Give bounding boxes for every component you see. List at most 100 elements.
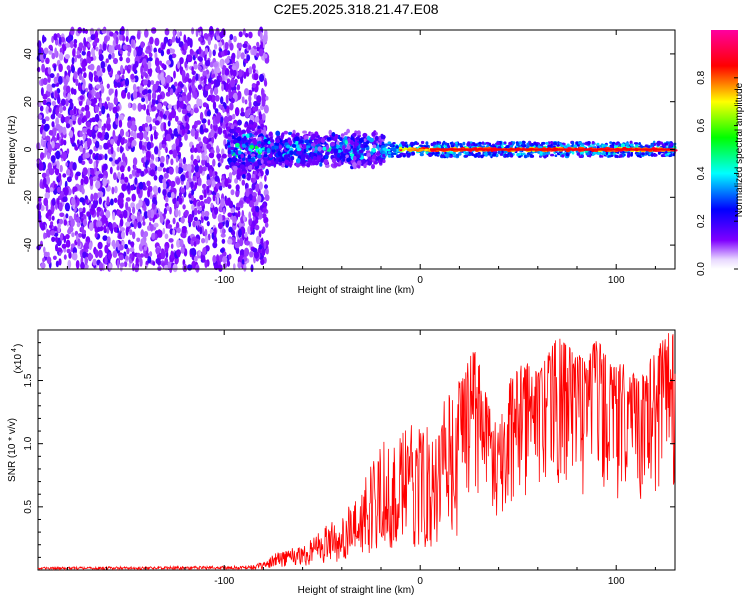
heatmap-cell bbox=[218, 222, 223, 230]
heatmap-cell bbox=[94, 232, 98, 238]
heatmap-cell bbox=[619, 154, 623, 158]
heatmap-cell bbox=[247, 164, 253, 171]
heatmap-cell bbox=[258, 230, 262, 238]
heatmap-cell bbox=[162, 182, 167, 190]
heatmap-cell bbox=[244, 231, 248, 238]
heatmap-cell bbox=[66, 176, 72, 183]
heatmap-cell bbox=[474, 143, 479, 147]
heatmap-cell bbox=[82, 127, 88, 133]
snr-ytick-label: 1.0 bbox=[23, 436, 34, 450]
heatmap-cell bbox=[331, 132, 336, 137]
heatmap-cell bbox=[324, 154, 329, 160]
heatmap-cell bbox=[97, 241, 103, 250]
heatmap-cell bbox=[235, 190, 240, 198]
heatmap-cell bbox=[171, 53, 177, 59]
heatmap-cell bbox=[150, 80, 155, 85]
heatmap-cell bbox=[246, 54, 251, 62]
heatmap-cell bbox=[238, 31, 243, 38]
heatmap-cell bbox=[264, 184, 268, 189]
heatmap-cell bbox=[211, 180, 216, 188]
heatmap-cell bbox=[122, 232, 125, 239]
heatmap-cell bbox=[90, 168, 95, 176]
heatmap-cell bbox=[198, 46, 202, 55]
heatmap-cell bbox=[193, 216, 198, 222]
heatmap-cell bbox=[222, 256, 228, 263]
heatmap-cell bbox=[87, 100, 92, 105]
heatmap-cell bbox=[178, 191, 182, 198]
heatmap-cell bbox=[553, 141, 558, 146]
heatmap-cell bbox=[73, 71, 78, 80]
heatmap-cell bbox=[243, 264, 247, 272]
heatmap-cell bbox=[53, 64, 57, 72]
heatmap-cell bbox=[201, 152, 205, 161]
heatmap-cell bbox=[138, 131, 144, 141]
heatmap-cell bbox=[320, 137, 326, 144]
heatmap-cell bbox=[219, 185, 223, 191]
heatmap-cell bbox=[188, 193, 193, 199]
heatmap-cell bbox=[56, 132, 60, 141]
heatmap-cell bbox=[131, 169, 136, 177]
heatmap-cell bbox=[100, 61, 106, 69]
heatmap-cell bbox=[541, 141, 546, 145]
heatmap-cell bbox=[88, 149, 93, 155]
heatmap-cell bbox=[41, 118, 46, 125]
heatmap-cell bbox=[36, 203, 42, 211]
heatmap-cell bbox=[235, 142, 240, 148]
heatmap-cell bbox=[134, 177, 138, 185]
heatmap-cell bbox=[105, 220, 109, 227]
heatmap-cell bbox=[267, 144, 271, 149]
heatmap-cell bbox=[180, 174, 186, 182]
heatmap-cell bbox=[204, 235, 209, 244]
heatmap-cell bbox=[449, 142, 453, 145]
heatmap-cell bbox=[202, 102, 208, 108]
heatmap-cell bbox=[260, 159, 264, 164]
heatmap-cell bbox=[126, 247, 130, 255]
heatmap-cell bbox=[94, 249, 99, 259]
heatmap-cell bbox=[68, 251, 72, 259]
heatmap-cell bbox=[187, 92, 192, 101]
heatmap-cell bbox=[592, 153, 595, 156]
heatmap-cell bbox=[192, 75, 196, 83]
heatmap-cell bbox=[255, 235, 261, 245]
heatmap-cell bbox=[291, 144, 297, 148]
heatmap-cell bbox=[179, 57, 184, 65]
heatmap-cell bbox=[121, 35, 126, 42]
heatmap-cell bbox=[83, 72, 87, 79]
heatmap-cell bbox=[104, 244, 109, 254]
heatmap-cell bbox=[278, 162, 283, 166]
heatmap-cell bbox=[407, 148, 411, 152]
heatmap-cell bbox=[88, 83, 93, 91]
heatmap-cell bbox=[87, 93, 92, 99]
heatmap-cell bbox=[241, 174, 246, 179]
heatmap-cell bbox=[339, 144, 343, 148]
heatmap-cell bbox=[256, 41, 260, 47]
heatmap-cell bbox=[115, 44, 120, 50]
heatmap-cell bbox=[199, 111, 204, 121]
heatmap-cell bbox=[48, 50, 53, 55]
heatmap-cell bbox=[467, 153, 472, 157]
heatmap-cell bbox=[88, 57, 92, 64]
colorbar-tick-label: 0.8 bbox=[696, 70, 707, 84]
heatmap-cell bbox=[234, 107, 240, 117]
heatmap-cell bbox=[194, 182, 198, 190]
heatmap-cell bbox=[190, 128, 196, 137]
heatmap-cell bbox=[497, 150, 501, 154]
heatmap-cell bbox=[142, 79, 148, 86]
heatmap-cell bbox=[57, 113, 62, 118]
heatmap-cell bbox=[625, 143, 630, 147]
heatmap-cell bbox=[85, 87, 89, 93]
heatmap-cell bbox=[213, 227, 217, 237]
heatmap-cell bbox=[81, 107, 85, 112]
heatmap-cell bbox=[258, 181, 263, 190]
heatmap-cell bbox=[103, 142, 109, 150]
heatmap-cell bbox=[66, 221, 70, 227]
heatmap-cell bbox=[545, 141, 549, 145]
heatmap-cell bbox=[106, 226, 110, 234]
heatmap-cell bbox=[144, 122, 148, 128]
heatmap-cell bbox=[390, 147, 395, 151]
heatmap-cell bbox=[331, 157, 337, 164]
heatmap-cell bbox=[65, 98, 69, 107]
heatmap-cell bbox=[149, 251, 153, 257]
heatmap-cell bbox=[224, 58, 230, 64]
heatmap-cell bbox=[205, 85, 209, 91]
